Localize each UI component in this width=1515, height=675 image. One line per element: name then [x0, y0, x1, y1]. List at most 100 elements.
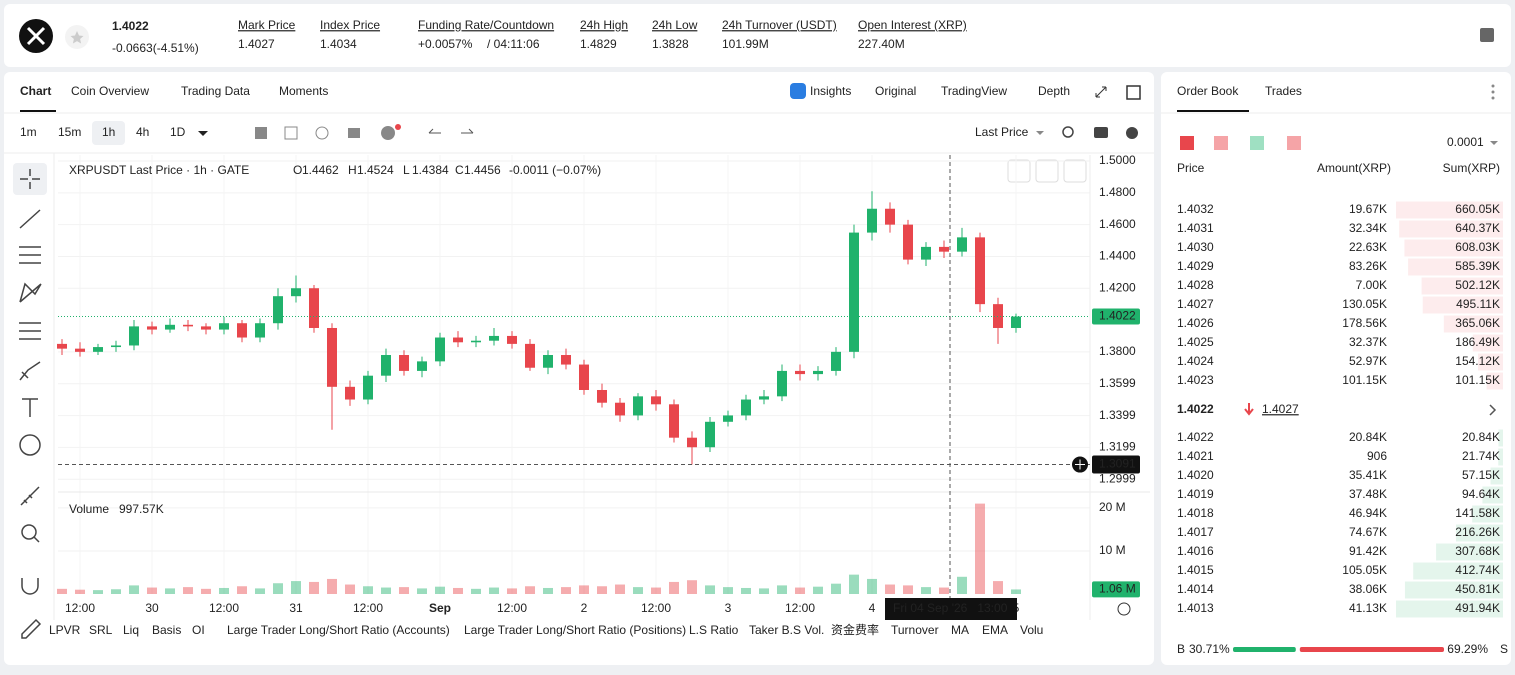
buy-bar: [1233, 647, 1296, 652]
indicator[interactable]: Liq: [123, 623, 139, 637]
ob-price[interactable]: 1.4023: [1177, 373, 1214, 387]
indicator[interactable]: 资金费率: [831, 622, 879, 637]
dropdown-caret[interactable]: [1036, 131, 1044, 135]
indicator[interactable]: MA: [951, 623, 969, 637]
ob-price[interactable]: 1.4030: [1177, 240, 1214, 254]
candle-body: [669, 404, 679, 438]
ob-price[interactable]: 1.4013: [1177, 601, 1214, 615]
ob-amount: 32.34K: [1349, 221, 1387, 235]
ob-price[interactable]: 1.4021: [1177, 449, 1214, 463]
volume-bar: [597, 586, 607, 594]
indicator[interactable]: Large Trader Long/Short Ratio (Positions…: [464, 623, 686, 637]
stat-value: +0.0057%: [418, 37, 473, 51]
volume-bar: [399, 587, 409, 594]
chart-toolbar-icons[interactable]: [255, 84, 1495, 616]
ob-tab[interactable]: Trades: [1265, 84, 1302, 98]
indicator[interactable]: Turnover: [891, 623, 939, 637]
volume-title: Volume: [69, 502, 109, 516]
candle-body: [381, 355, 391, 376]
menu-icon[interactable]: [1480, 28, 1494, 42]
indicator[interactable]: EMA: [982, 623, 1008, 637]
interval[interactable]: 1D: [170, 125, 186, 139]
stat-extra: / 04:11:06: [487, 37, 540, 51]
dropdown-caret[interactable]: [1490, 141, 1498, 145]
tab[interactable]: Trading Data: [181, 84, 250, 98]
y-tick-label: 1.3399: [1099, 408, 1136, 422]
view-tab[interactable]: TradingView: [941, 84, 1007, 98]
tab[interactable]: Moments: [279, 84, 328, 98]
candle-body: [957, 237, 967, 252]
precision[interactable]: 0.0001: [1447, 135, 1484, 149]
volume-bar: [345, 584, 355, 594]
depth-bar: [1396, 201, 1503, 219]
ob-sum: 585.39K: [1455, 259, 1500, 273]
legend-change: -0.0011 (−0.07%): [509, 163, 601, 177]
ob-price[interactable]: 1.4017: [1177, 525, 1214, 539]
indicator[interactable]: LPVR: [49, 623, 81, 637]
price-source[interactable]: Last Price: [975, 125, 1029, 139]
ohlc-key: L: [403, 163, 410, 177]
ob-price[interactable]: 1.4019: [1177, 487, 1214, 501]
crosshair-plus-sign: [1075, 459, 1085, 470]
y-tick-label: 1.5000: [1099, 153, 1136, 167]
ob-price[interactable]: 1.4026: [1177, 316, 1214, 330]
interval[interactable]: 4h: [136, 125, 149, 139]
candle-body: [507, 335, 517, 344]
view-tab[interactable]: Depth: [1038, 84, 1070, 98]
ob-price[interactable]: 1.4015: [1177, 563, 1214, 577]
indicator[interactable]: Large Trader Long/Short Ratio (Accounts): [227, 623, 450, 637]
ob-amount: 906: [1367, 449, 1387, 463]
x-tick-label: 12:00: [209, 601, 239, 615]
stat-label: Mark Price: [238, 18, 296, 32]
ob-sum: 491.94K: [1455, 601, 1500, 615]
candle-body: [183, 324, 193, 327]
drawing-tools[interactable]: [13, 163, 47, 639]
view-tab[interactable]: Insights: [810, 84, 851, 98]
volume-value: 997.57K: [119, 502, 164, 516]
volume-bar: [975, 503, 985, 594]
ob-price[interactable]: 1.4020: [1177, 468, 1214, 482]
volume-bar: [273, 583, 283, 594]
ob-price[interactable]: 1.4014: [1177, 582, 1214, 596]
y-tick-label: 1.4600: [1099, 217, 1136, 231]
ob-amount: 7.00K: [1356, 278, 1387, 292]
tab[interactable]: Coin Overview: [71, 84, 149, 98]
interval[interactable]: 1m: [20, 125, 37, 139]
candle-body: [57, 343, 67, 349]
candle-body: [345, 386, 355, 400]
ob-price[interactable]: 1.4032: [1177, 202, 1214, 216]
indicator[interactable]: L.S Ratio: [689, 623, 739, 637]
candle-body: [525, 343, 535, 368]
ob-price[interactable]: 1.4027: [1177, 297, 1214, 311]
view-tab[interactable]: Original: [875, 84, 916, 98]
indicator[interactable]: OI: [192, 623, 205, 637]
ob-price[interactable]: 1.4016: [1177, 544, 1214, 558]
candle-body: [543, 355, 553, 368]
indicator[interactable]: Basis: [152, 623, 181, 637]
ob-price[interactable]: 1.4018: [1177, 506, 1214, 520]
ob-price[interactable]: 1.4031: [1177, 221, 1214, 235]
interval[interactable]: 1h: [102, 125, 115, 139]
depth-bar: [1399, 220, 1503, 238]
ohlc-key: O: [293, 163, 302, 177]
candle-body: [201, 326, 211, 330]
chevron[interactable]: [1489, 404, 1497, 416]
depth-bar: [1490, 467, 1503, 485]
dropdown-caret[interactable]: [198, 131, 208, 136]
ob-sum: 21.74K: [1462, 449, 1500, 463]
ob-price[interactable]: 1.4025: [1177, 335, 1214, 349]
ob-price[interactable]: 1.4022: [1177, 430, 1214, 444]
ob-price[interactable]: 1.4028: [1177, 278, 1214, 292]
depth-bar: [1482, 486, 1503, 504]
ob-tab[interactable]: Order Book: [1177, 84, 1239, 98]
ob-price[interactable]: 1.4024: [1177, 354, 1214, 368]
interval[interactable]: 15m: [58, 125, 81, 139]
indicator[interactable]: SRL: [89, 623, 113, 637]
tab[interactable]: Chart: [20, 84, 51, 98]
indicator[interactable]: Taker B.S Vol.: [749, 623, 824, 637]
stat-label: 24h Turnover (USDT): [722, 18, 837, 32]
indicator[interactable]: Volu: [1020, 623, 1043, 637]
volume-bar: [903, 585, 913, 594]
ob-price[interactable]: 1.4029: [1177, 259, 1214, 273]
volume-bar: [183, 587, 193, 594]
